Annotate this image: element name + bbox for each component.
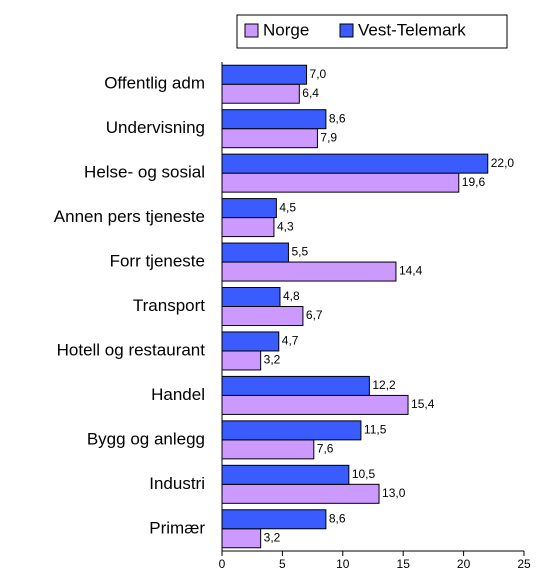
legend-swatch xyxy=(339,23,354,38)
x-tick-label: 10 xyxy=(336,557,350,571)
category-label: Undervisning xyxy=(106,118,205,137)
category-label: Primær xyxy=(149,518,205,537)
value-label: 4,3 xyxy=(277,219,294,233)
x-tick-label: 15 xyxy=(397,557,411,571)
bar xyxy=(221,153,489,174)
value-label: 14,4 xyxy=(399,264,423,278)
bar xyxy=(221,331,280,352)
bar xyxy=(221,464,350,485)
value-label: 7,6 xyxy=(317,442,334,456)
value-label: 22,0 xyxy=(491,156,515,170)
category-label: Bygg og anlegg xyxy=(87,429,205,448)
bar xyxy=(221,509,327,530)
value-label: 5,5 xyxy=(291,245,308,259)
value-label: 13,0 xyxy=(382,486,406,500)
value-label: 6,7 xyxy=(306,308,323,322)
bar xyxy=(221,528,262,549)
value-label: 3,2 xyxy=(264,530,281,544)
category-label: Industri xyxy=(149,474,205,493)
category-label: Hotell og restaurant xyxy=(57,340,206,359)
x-tick-label: 0 xyxy=(219,557,226,571)
bar xyxy=(221,306,304,326)
legend-label: Norge xyxy=(263,20,309,39)
bar xyxy=(221,109,327,130)
bar xyxy=(221,420,362,441)
value-label: 6,4 xyxy=(302,86,319,100)
bar xyxy=(221,483,380,504)
value-label: 3,2 xyxy=(264,353,281,367)
bar xyxy=(221,287,281,307)
x-tick-label: 20 xyxy=(457,557,471,571)
bar xyxy=(221,128,318,149)
legend-label: Vest-Telemark xyxy=(358,20,466,39)
value-label: 4,7 xyxy=(282,334,299,348)
value-label: 19,6 xyxy=(462,175,486,189)
value-label: 12,2 xyxy=(372,378,396,392)
bar xyxy=(221,172,460,193)
bar xyxy=(221,394,409,415)
bar xyxy=(221,198,277,219)
category-label: Forr tjeneste xyxy=(110,252,205,271)
value-label: 8,6 xyxy=(329,111,346,125)
bar xyxy=(221,261,397,282)
bar xyxy=(221,439,315,460)
bar xyxy=(221,83,300,104)
value-label: 15,4 xyxy=(411,397,435,411)
category-label: Handel xyxy=(151,385,205,404)
legend-swatch xyxy=(244,23,259,38)
bar xyxy=(221,217,275,238)
value-label: 10,5 xyxy=(352,467,376,481)
value-label: 11,5 xyxy=(364,423,387,437)
category-label: Helse- og sosial xyxy=(84,163,205,182)
value-label: 8,6 xyxy=(329,511,346,525)
category-label: Offentlig adm xyxy=(104,74,205,93)
x-tick-label: 25 xyxy=(517,557,531,571)
value-label: 7,9 xyxy=(320,130,337,144)
value-label: 4,8 xyxy=(283,289,300,303)
category-label: Annen pers tjeneste xyxy=(54,207,205,226)
bar xyxy=(221,375,370,396)
bar xyxy=(221,242,289,263)
value-label: 4,5 xyxy=(279,200,296,214)
value-label: 7,0 xyxy=(310,67,327,81)
bar xyxy=(221,64,308,85)
x-tick-label: 5 xyxy=(279,557,286,571)
bar xyxy=(221,350,262,371)
legend-box xyxy=(236,14,508,49)
category-label: Transport xyxy=(133,296,205,315)
